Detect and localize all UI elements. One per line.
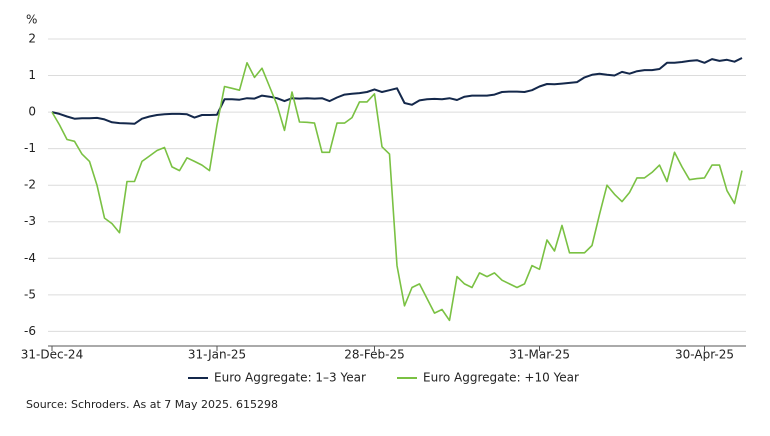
legend-label: Euro Aggregate: 1–3 Year [214,371,366,385]
y-tick-label: -4 [24,251,36,265]
legend-label: Euro Aggregate: +10 Year [423,371,579,385]
y-tick-label: 1 [28,68,36,82]
y-tick-label: -3 [24,214,36,228]
y-tick-label: -2 [24,178,36,192]
series-line [51,62,743,322]
y-unit-label: % [26,13,37,27]
x-tick-label: 31-Jan-25 [188,348,246,362]
x-tick-label: 30-Apr-25 [675,348,734,362]
x-tick-label: 31-Mar-25 [509,348,570,362]
source-note: Source: Schroders. As at 7 May 2025. 615… [26,398,278,411]
x-tick-label: 31-Dec-24 [21,348,83,362]
series-line [51,57,743,125]
y-tick-label: -5 [24,287,36,301]
y-tick-label: 0 [28,105,36,119]
y-tick-label: -1 [24,141,36,155]
y-tick-label: 2 [28,32,36,46]
y-tick-label: -6 [24,324,36,338]
x-tick-label: 28-Feb-25 [344,348,404,362]
